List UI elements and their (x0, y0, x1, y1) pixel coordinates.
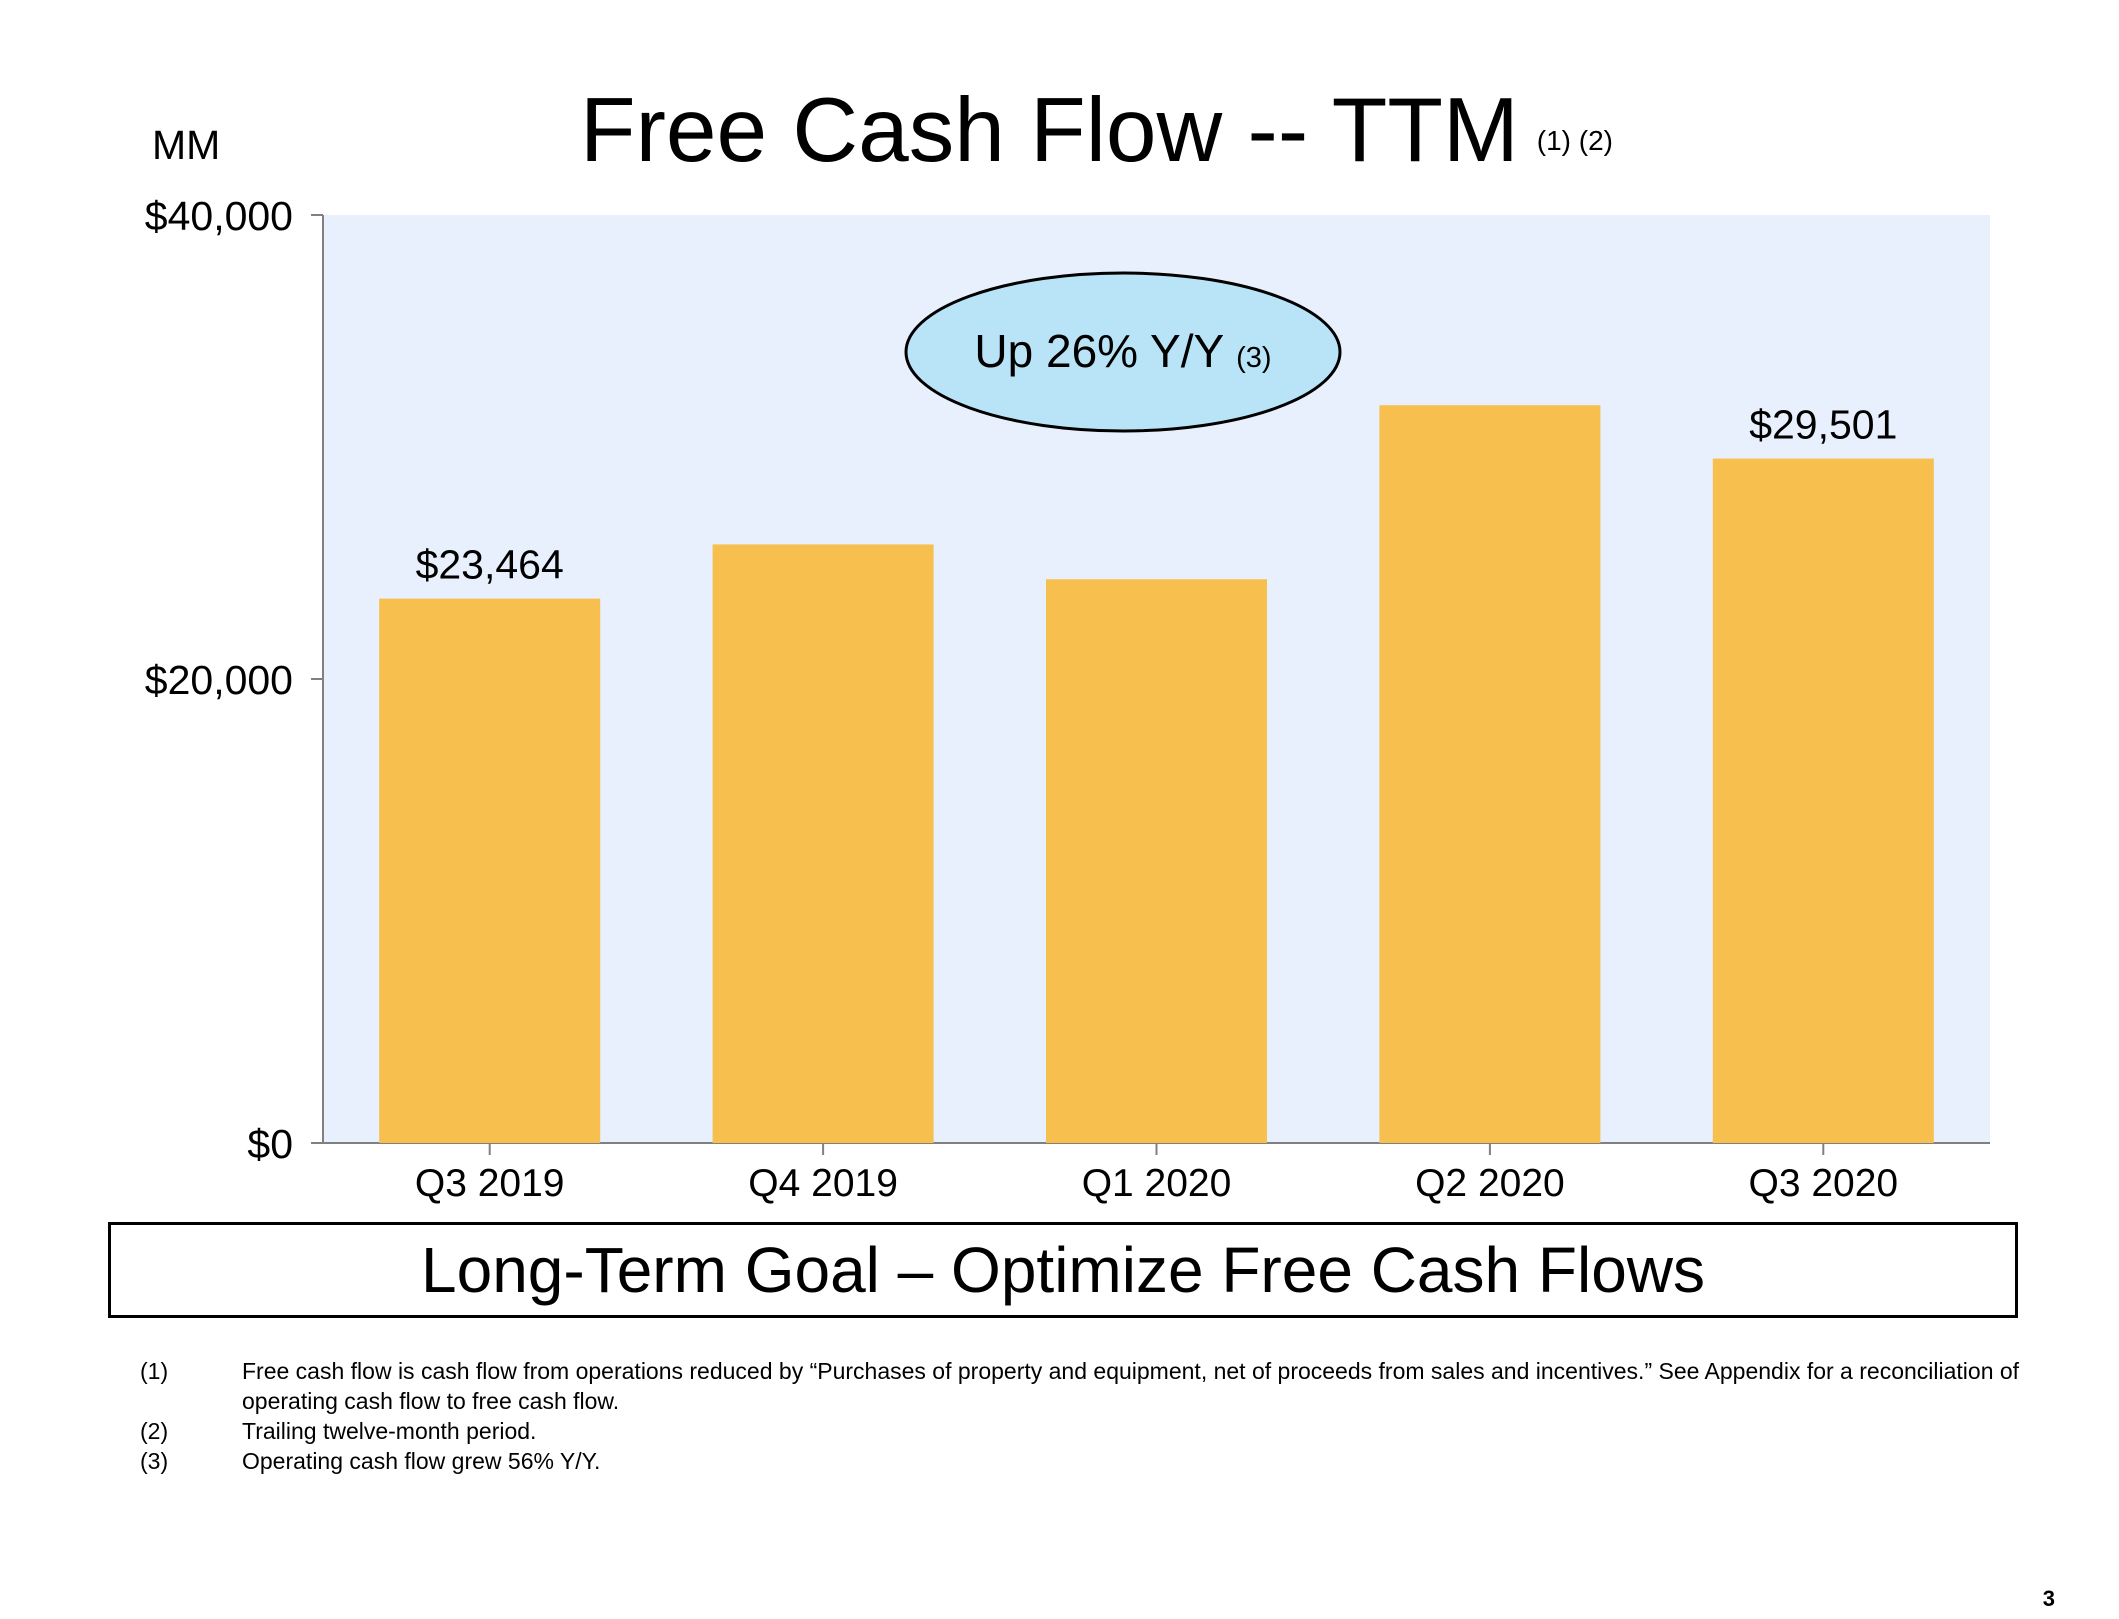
goal-banner: Long-Term Goal – Optimize Free Cash Flow… (108, 1222, 2018, 1318)
y-tick-label: $40,000 (145, 193, 293, 239)
footnote-text: Trailing twelve-month period. (242, 1418, 537, 1444)
x-tick-label: Q2 2020 (1415, 1162, 1565, 1205)
bar (1379, 405, 1601, 1143)
footnote-number: (3) (140, 1448, 169, 1474)
growth-callout-text: Up 26% Y/Y (3) (974, 325, 1271, 377)
footnotes: (1) Free cash flow is cash flow from ope… (140, 1356, 2020, 1476)
title-footnote-markers: (1) (2) (1536, 124, 1613, 156)
footnote-text: Free cash flow is cash flow from operati… (242, 1358, 2020, 1414)
goal-text: Long-Term Goal – Optimize Free Cash Flow… (421, 1234, 1705, 1306)
footnote-text: Operating cash flow grew 56% Y/Y. (242, 1448, 601, 1474)
bar-chart: $0 $20,000 $40,000 Q3 2019 $23,464 Q4 2019 Q1 … (145, 193, 1990, 1205)
growth-callout (904, 271, 1342, 433)
slide-title: Free Cash Flow -- TTM (1) (2) (580, 76, 1613, 196)
y-tick-label: $0 (247, 1121, 293, 1167)
x-tick-label: Q3 2020 (1748, 1162, 1898, 1205)
slide-title-text: Free Cash Flow -- TTM (580, 80, 1519, 181)
x-tick-label: Q4 2019 (748, 1162, 898, 1205)
growth-callout-footnote: (3) (1236, 342, 1271, 374)
bar (712, 544, 934, 1143)
bar (1712, 458, 1934, 1144)
footnote-number: (2) (140, 1418, 169, 1444)
page-number: 3 (2042, 1586, 2055, 1611)
bar (1046, 579, 1267, 1143)
y-tick-label: $20,000 (145, 657, 293, 703)
footnote-1: (1) Free cash flow is cash flow from ope… (140, 1356, 2020, 1416)
y-axis-unit-label: MM (152, 122, 221, 168)
x-tick-label: Q3 2019 (415, 1162, 565, 1205)
bar-data-label: $29,501 (1749, 402, 1897, 448)
footnote-3: (3) Operating cash flow grew 56% Y/Y. (140, 1446, 2020, 1476)
growth-callout-label: Up 26% Y/Y (974, 325, 1236, 377)
bar (379, 598, 601, 1143)
bar-data-label: $23,464 (416, 542, 564, 588)
footnote-number: (1) (140, 1358, 169, 1384)
footnote-2: (2) Trailing twelve-month period. (140, 1416, 2020, 1446)
x-tick-label: Q1 2020 (1082, 1162, 1232, 1205)
